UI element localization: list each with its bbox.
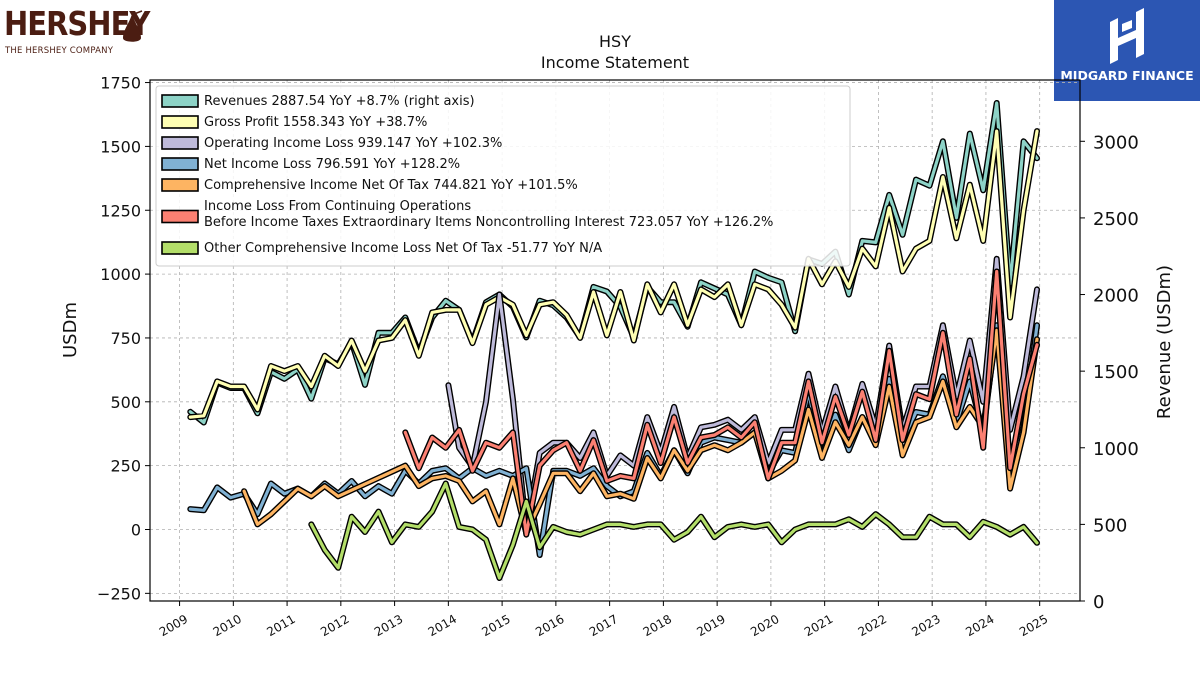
y-tick-label-right: 1000	[1093, 439, 1139, 460]
hershey-subtitle: THE HERSHEY COMPANY	[5, 46, 114, 56]
y-axis-right: 0 500 1000 1500 2000 2500 3000	[1080, 132, 1139, 613]
x-tick-label: 2011	[264, 612, 297, 639]
legend-swatch-3	[161, 157, 199, 171]
x-tick-label: 2017	[587, 612, 620, 639]
series-line-1	[188, 129, 1039, 419]
legend-swatch-5	[161, 209, 199, 224]
series-line-6	[309, 481, 1039, 580]
x-tick-label: 2024	[963, 612, 996, 639]
x-tick-label: 2019	[694, 612, 727, 639]
midgard-wordmark: MIDGARD FINANCE	[1060, 68, 1194, 83]
legend-entry-5: Income Loss From Continuing Operations Be…	[204, 199, 773, 230]
y-tick-label-left: −250	[97, 584, 141, 603]
legend-swatch-4	[161, 178, 199, 192]
y-axis-right-label: Revenue (USDm)	[1154, 265, 1175, 419]
kiss-icon	[123, 10, 143, 42]
legend-entry-0: Revenues 2887.54 YoY +8.7% (right axis)	[204, 94, 475, 109]
legend: Revenues 2887.54 YoY +8.7% (right axis) G…	[155, 85, 851, 267]
x-tick-label: 2012	[318, 612, 351, 639]
y-tick-label-right: 2000	[1093, 286, 1139, 307]
x-tick-label: 2016	[533, 612, 566, 639]
x-tick-label: 2021	[802, 612, 835, 639]
hershey-logo: HERSHEY THE HERSHEY COMPANY	[4, 6, 150, 56]
series-layer	[187, 100, 1040, 581]
series-line-4	[242, 328, 1039, 535]
midgard-logo: MIDGARD FINANCE	[1054, 0, 1200, 101]
x-tick-label: 2023	[909, 612, 942, 639]
chart-subtitle: Income Statement	[541, 53, 689, 72]
x-tick-label: 2018	[641, 612, 674, 639]
y-tick-label-left: 1750	[100, 74, 141, 93]
legend-entry-6: Other Comprehensive Income Loss Net Of T…	[204, 241, 602, 256]
legend-box	[155, 85, 851, 267]
y-tick-label-right: 500	[1093, 515, 1127, 536]
y-tick-label-left: 1000	[100, 265, 141, 284]
y-tick-label-left: 250	[110, 457, 141, 476]
midgard-emblem-icon	[1110, 8, 1144, 64]
legend-entry-2: Operating Income Loss 939.147 YoY +102.3…	[204, 136, 502, 151]
y-tick-label-right: 0	[1093, 592, 1104, 613]
y-tick-label-right: 3000	[1093, 132, 1139, 153]
legend-swatch-0	[161, 94, 199, 108]
chart-title: HSY	[599, 32, 631, 51]
x-tick-label: 2009	[157, 612, 190, 639]
plot-frame	[149, 79, 1081, 602]
x-tick-label: 2020	[748, 612, 781, 639]
legend-swatch-1	[161, 115, 199, 129]
x-axis: 2009 2010 2011 2012 2013 2014 2015 2016 2017 2018…	[157, 601, 1050, 639]
y-axis-left: −250 0 250 500 750 1000 1250 1500 1750	[97, 74, 150, 603]
y-tick-label-left: 0	[131, 520, 141, 539]
legend-entry-3: Net Income Loss 796.591 YoY +128.2%	[204, 157, 460, 172]
legend-swatch-6	[161, 241, 199, 255]
y-tick-label-left: 750	[110, 329, 141, 348]
y-tick-label-right: 1500	[1093, 362, 1139, 383]
x-tick-label: 2014	[426, 612, 459, 639]
y-axis-left-label: USDm	[60, 302, 81, 358]
y-tick-label-left: 1250	[100, 201, 141, 220]
legend-swatch-2	[161, 136, 199, 150]
x-tick-label: 2013	[372, 612, 405, 639]
x-tick-label: 2022	[856, 612, 889, 639]
series-outline-6	[308, 480, 1040, 581]
y-tick-label-left: 500	[110, 393, 141, 412]
x-tick-label: 2010	[211, 612, 244, 639]
y-tick-label-right: 2500	[1093, 209, 1139, 230]
legend-entry-1: Gross Profit 1558.343 YoY +38.7%	[204, 115, 427, 130]
y-tick-label-left: 1500	[100, 137, 141, 156]
x-tick-label: 2015	[479, 612, 512, 639]
series-line-5	[403, 269, 1039, 537]
x-tick-label: 2025	[1017, 612, 1050, 639]
legend-entry-4: Comprehensive Income Net Of Tax 744.821 …	[204, 178, 578, 193]
